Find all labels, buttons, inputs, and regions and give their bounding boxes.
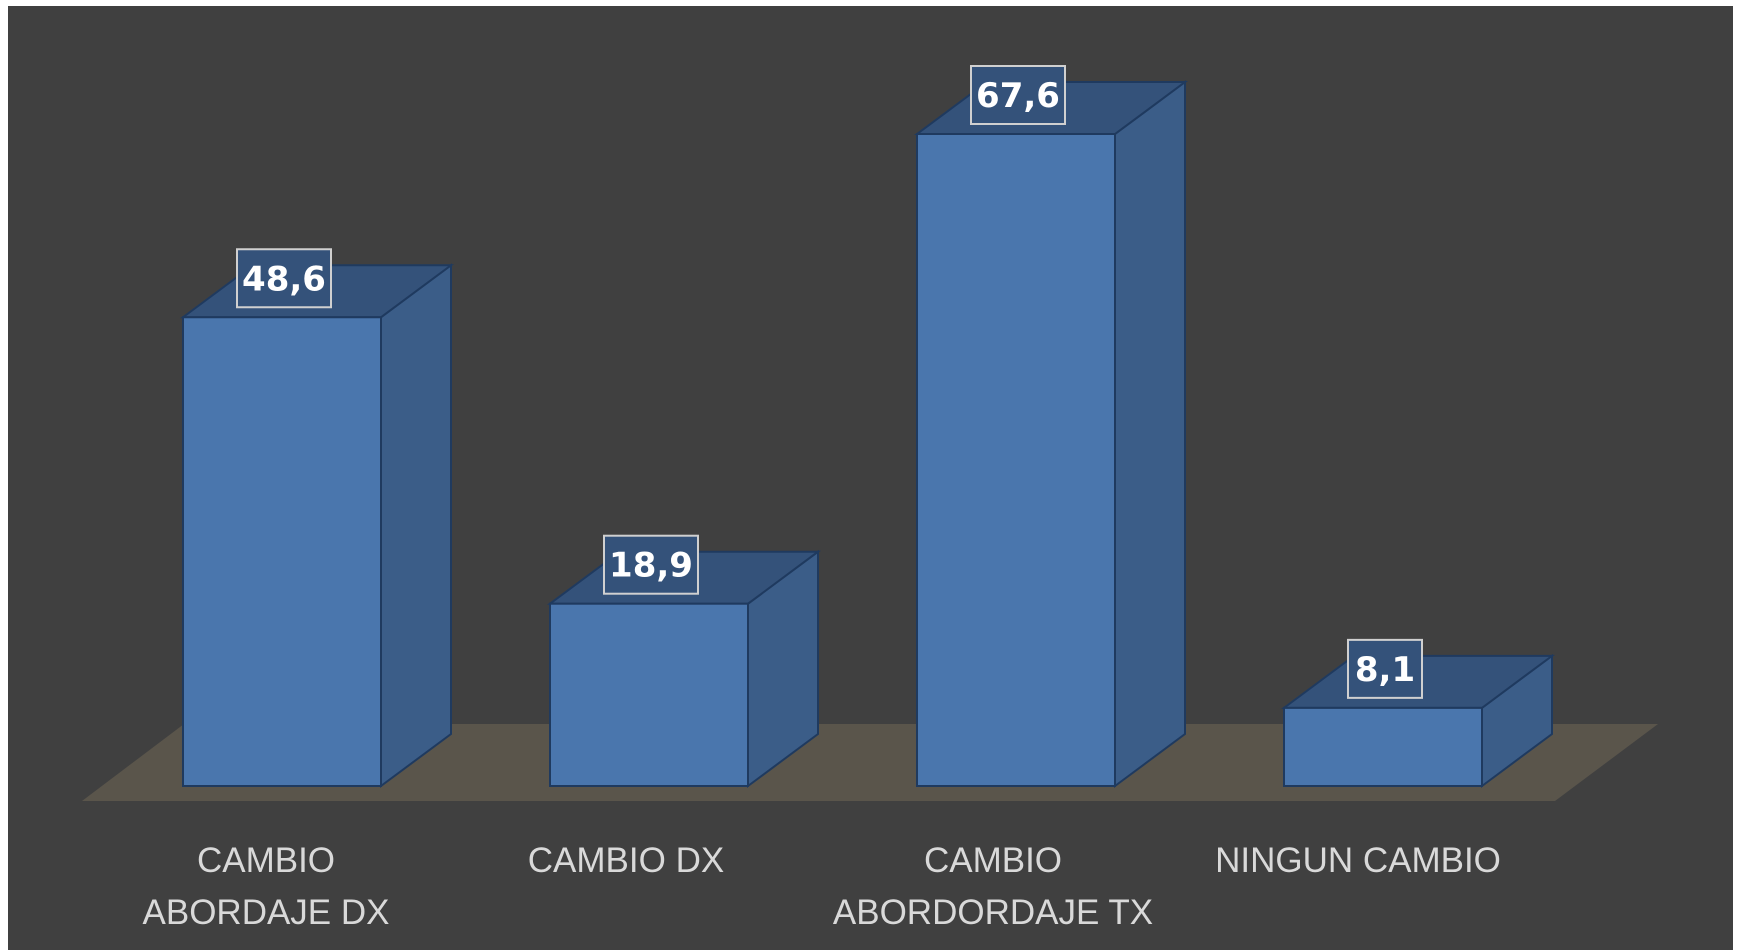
data-label-box — [603, 534, 699, 595]
chart-area: 48,6 18,9 67,6 8,1 CAMBIO ABORDAJE DX CAMBIO … — [8, 6, 1733, 950]
bar-front — [1283, 706, 1483, 787]
data-label-text: 48,6 — [242, 259, 326, 299]
category-label-line: NINGUN CAMBIO — [1215, 841, 1501, 880]
category-label-4: NINGUN CAMBIO — [1215, 841, 1501, 880]
category-label-1: CAMBIO ABORDAJE DX — [143, 841, 390, 932]
data-label-text: 8,1 — [1355, 650, 1415, 690]
data-label-1: 48,6 — [236, 248, 332, 309]
data-label-2: 18,9 — [603, 534, 699, 595]
bar-1 — [179, 263, 455, 788]
category-label-line: CAMBIO — [197, 841, 335, 880]
category-label-line: CAMBIO DX — [528, 841, 724, 880]
category-label-line: ABORDAJE DX — [143, 893, 390, 932]
data-label-text: 18,9 — [609, 546, 693, 586]
bar-2 — [546, 549, 822, 788]
bar-front — [549, 602, 749, 788]
data-label-box — [236, 248, 332, 309]
category-label-2: CAMBIO DX — [528, 841, 724, 880]
data-label-3: 67,6 — [970, 65, 1066, 125]
bar-front — [916, 133, 1116, 787]
category-label-3: CAMBIO ABORDORDAJE TX — [833, 841, 1153, 932]
bar-side — [1114, 80, 1186, 788]
category-label-line: CAMBIO — [924, 841, 1062, 880]
bar-front — [182, 316, 382, 787]
chart-floor — [82, 724, 1658, 801]
data-label-box — [1347, 638, 1423, 699]
bar-3 — [913, 80, 1189, 788]
data-label-4: 8,1 — [1347, 638, 1423, 699]
data-label-text: 67,6 — [976, 76, 1060, 116]
bar-side — [380, 263, 452, 788]
data-label-box — [970, 65, 1066, 125]
category-label-line: ABORDORDAJE TX — [833, 893, 1153, 932]
bar-chart: 48,6 18,9 67,6 8,1 CAMBIO ABORDAJE DX CAMBIO … — [82, 65, 1658, 932]
